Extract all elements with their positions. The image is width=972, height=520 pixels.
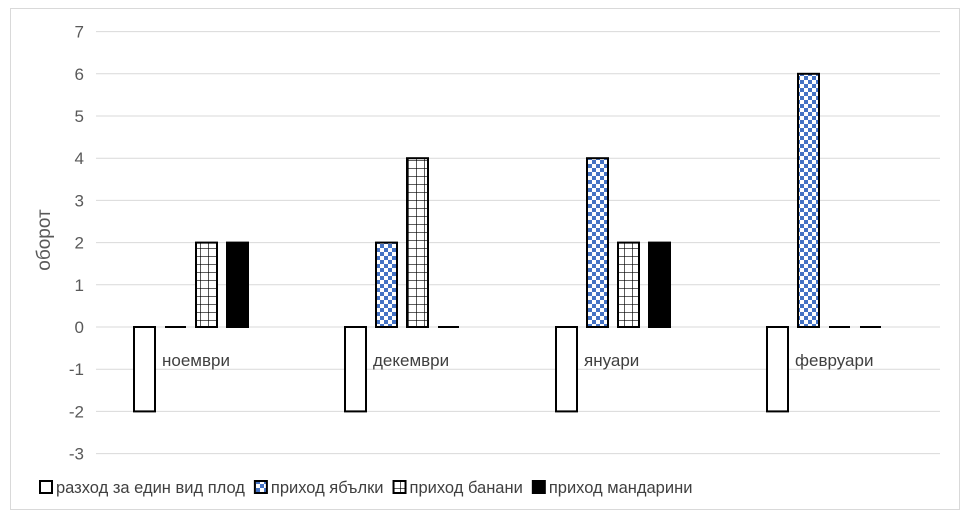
- y-tick-label: 7: [75, 23, 84, 42]
- y-tick-label: 4: [75, 149, 84, 168]
- y-tick-label: 0: [75, 318, 84, 337]
- legend-label: разход за един вид плод: [56, 479, 245, 497]
- bar-ноември-2: [195, 241, 218, 329]
- category-label: ноември: [162, 351, 230, 370]
- legend-label: приход ябълки: [271, 479, 384, 497]
- legend-label: приход мандарини: [549, 479, 693, 497]
- legend-swatch: [39, 480, 53, 494]
- y-tick-label: 3: [75, 191, 84, 210]
- bar-декември-0: [344, 326, 367, 413]
- legend-swatch: [253, 480, 268, 494]
- bar-февруари-1: [797, 72, 820, 328]
- y-axis-label: оборот: [34, 209, 55, 271]
- bar-януари-2: [617, 241, 640, 329]
- category-label: февруари: [795, 351, 873, 370]
- legend-swatch: [531, 480, 546, 494]
- bar-декември-1: [375, 241, 398, 329]
- bar-ноември-3: [226, 241, 249, 329]
- y-tick-label: 6: [75, 65, 84, 84]
- legend: разход за един вид плод приход ябълки прих…: [39, 479, 693, 497]
- bar-януари-3: [648, 241, 671, 329]
- category-label: януари: [584, 351, 639, 370]
- y-tick-label: -2: [69, 402, 84, 421]
- y-tick-label: 2: [75, 234, 84, 253]
- category-label: декември: [373, 351, 449, 370]
- legend-swatch: [392, 480, 407, 494]
- bar-януари-1: [586, 157, 609, 328]
- y-tick-label: 1: [75, 276, 84, 295]
- bar-януари-0: [555, 326, 578, 413]
- y-tick-label: -1: [69, 360, 84, 379]
- legend-label: приход банани: [410, 479, 523, 497]
- bar-ноември-0: [133, 326, 156, 413]
- y-tick-label: -3: [69, 445, 84, 464]
- bar-февруари-0: [766, 326, 789, 413]
- y-tick-label: 5: [75, 107, 84, 126]
- bar-декември-2: [406, 157, 429, 328]
